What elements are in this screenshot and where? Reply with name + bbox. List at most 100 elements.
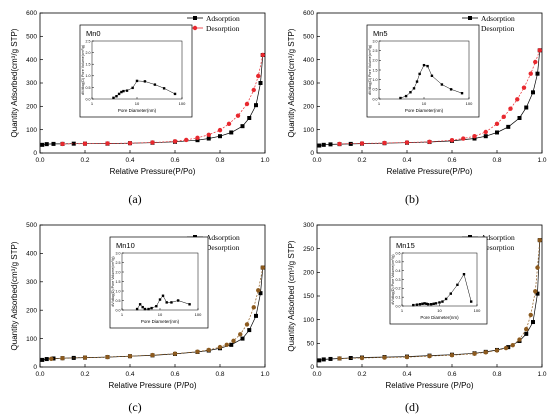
y-tick-label: 50: [307, 341, 315, 348]
desorption-point: [150, 140, 155, 145]
desorption-point: [404, 354, 410, 360]
inset-point: [125, 89, 129, 92]
adsorption-point: [321, 357, 326, 362]
desorption-point: [508, 106, 513, 111]
inset-y-tick-label: 1.0: [373, 78, 378, 82]
adsorption-point: [195, 138, 200, 143]
inset-y-tick-label: 0.5: [116, 299, 121, 303]
adsorption-point: [535, 291, 540, 296]
inset-y-tick-label: 0.0: [86, 97, 91, 101]
desorption-point: [172, 351, 178, 356]
desorption-point: [461, 136, 466, 141]
desorption-point: [517, 337, 522, 342]
x-tick-label: 0.8: [492, 157, 501, 164]
inset-x-tick-label: 100: [474, 308, 481, 313]
adsorption-point: [328, 142, 333, 147]
desorption-point: [359, 141, 365, 146]
desorption-point: [82, 141, 88, 146]
adsorption-point: [472, 136, 477, 141]
x-tick-label: 0.2: [80, 157, 89, 164]
inset-point: [427, 303, 430, 306]
x-tick-label: 0.4: [125, 371, 134, 378]
adsorption-point: [328, 356, 333, 361]
inset-sample-label: Mn15: [396, 241, 415, 250]
adsorption-point: [531, 320, 535, 325]
legend-label: Adsorption: [481, 14, 515, 23]
desorption-point: [184, 137, 189, 143]
x-tick-label: 0.0: [312, 157, 321, 164]
inset-y-tick-label: 0.1: [396, 296, 401, 300]
y-tick-label: 500: [26, 34, 37, 41]
desorption-point: [359, 355, 365, 361]
adsorption-point: [206, 136, 211, 141]
inset-x-tick-label: 10: [158, 312, 163, 317]
inset-point: [112, 96, 115, 100]
legend-label: Desorption: [206, 24, 240, 33]
y-tick-label: 400: [26, 251, 37, 258]
inset-point: [444, 297, 448, 301]
inset-point: [404, 94, 408, 98]
inset-point: [161, 294, 165, 297]
x-tick-label: 0.2: [357, 157, 366, 164]
adsorption-point: [258, 81, 263, 85]
x-tick-label: 0.6: [170, 371, 179, 378]
y-axis-label: Quantity Adsorbed(cm³/g STP): [10, 241, 19, 350]
legend-label: Desorption: [206, 243, 240, 252]
desorption-point: [382, 140, 387, 146]
series-line-1: [62, 54, 264, 145]
inset-point: [117, 92, 121, 96]
desorption-point: [172, 139, 178, 144]
desorption-point: [521, 85, 527, 90]
legend-marker: [468, 16, 472, 20]
inset-point: [422, 63, 426, 67]
desorption-point: [217, 127, 223, 133]
adsorption-point: [51, 141, 56, 146]
inset-y-tick-label: 0.0: [373, 97, 378, 101]
chart-panel-2: 0.0 0.2 0.4 0.6 0.8 1.0 0 100 200 300 400 500 Relati…: [10, 222, 270, 390]
inset-y-tick-label: 2.5: [116, 261, 121, 265]
desorption-point: [260, 52, 265, 58]
y-tick-label: 300: [303, 80, 314, 87]
desorption-point: [260, 265, 265, 270]
inset-x-tick-label: 10: [135, 101, 140, 106]
desorption-point: [60, 141, 65, 147]
y-tick-label: 100: [303, 127, 314, 134]
inset-sample-label: Mn10: [116, 241, 135, 250]
inset-y-tick-label: 0.3: [396, 278, 401, 282]
x-tick-label: 0.4: [402, 157, 411, 164]
adsorption-point: [247, 116, 252, 120]
inset-point: [438, 301, 441, 304]
x-tick-label: 0.8: [215, 157, 224, 164]
x-tick-label: 1.0: [260, 157, 269, 164]
inset-x-tick-label: 1: [401, 308, 404, 313]
inset-point: [115, 95, 118, 98]
desorption-point: [533, 59, 538, 65]
caption-b: (b): [405, 192, 419, 206]
inset-point: [176, 299, 180, 302]
y-tick-label: 250: [303, 246, 314, 253]
desorption-point: [427, 139, 432, 144]
inset-y-tick-label: 1.0: [86, 74, 91, 78]
inset-point: [432, 302, 435, 305]
inset-point: [412, 303, 415, 307]
adsorption-point: [247, 328, 252, 333]
y-tick-label: 100: [303, 317, 314, 324]
y-tick-label: 600: [303, 10, 314, 17]
x-tick-label: 0.6: [170, 157, 179, 164]
desorption-point: [49, 356, 54, 361]
desorption-point: [524, 326, 529, 332]
x-tick-label: 0.2: [80, 371, 89, 378]
adsorption-point: [495, 130, 499, 135]
y-tick-label: 150: [303, 293, 314, 300]
legend-label: Adsorption: [481, 233, 515, 242]
inset-y-tick-label: 0.6: [396, 251, 401, 255]
desorption-point: [235, 113, 241, 118]
x-tick-label: 0.6: [447, 371, 456, 378]
adsorption-point: [44, 357, 49, 362]
legend-label: Adsorption: [206, 14, 240, 23]
inset-point: [423, 302, 426, 305]
inset-point: [425, 302, 428, 305]
inset-point: [415, 303, 419, 306]
